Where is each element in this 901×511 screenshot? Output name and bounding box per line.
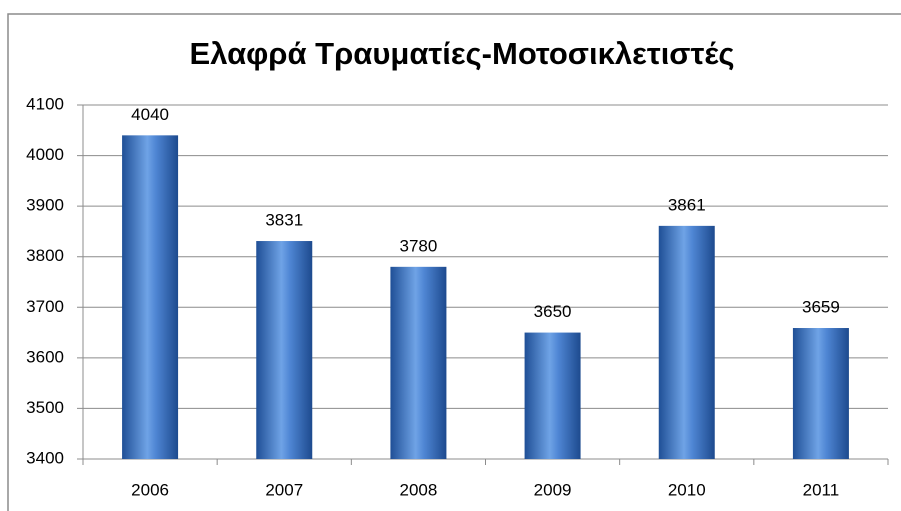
y-tick-label: 4000 (26, 145, 64, 164)
y-tick-label: 3900 (26, 196, 64, 215)
bar (390, 266, 447, 459)
bar (524, 332, 581, 459)
chart-border (7, 13, 901, 511)
bar (658, 225, 715, 459)
bar (256, 241, 313, 459)
x-tick-label: 2011 (803, 480, 840, 499)
y-tick-label: 4100 (26, 94, 64, 113)
chart-title: Ελαφρά Τραυματίες-Μοτοσικλετιστές (190, 36, 735, 71)
x-tick-label: 2010 (668, 480, 706, 499)
x-tick-label: 2007 (265, 480, 303, 499)
y-tick-label: 3700 (26, 297, 64, 316)
data-label: 4040 (131, 105, 169, 124)
y-tick-label: 3400 (26, 448, 64, 467)
data-label: 3659 (802, 298, 840, 317)
bar (792, 328, 849, 459)
y-tick-label: 3800 (26, 246, 64, 265)
x-tick-label: 2008 (400, 480, 438, 499)
data-label: 3650 (534, 302, 572, 321)
data-label: 3780 (400, 236, 438, 255)
x-tick-label: 2006 (131, 480, 169, 499)
data-label: 3831 (265, 211, 303, 230)
x-tick-label: 2009 (534, 480, 572, 499)
y-tick-label: 3600 (26, 347, 64, 366)
data-label: 3861 (668, 195, 706, 214)
bar (122, 135, 179, 460)
y-tick-label: 3500 (26, 398, 64, 417)
